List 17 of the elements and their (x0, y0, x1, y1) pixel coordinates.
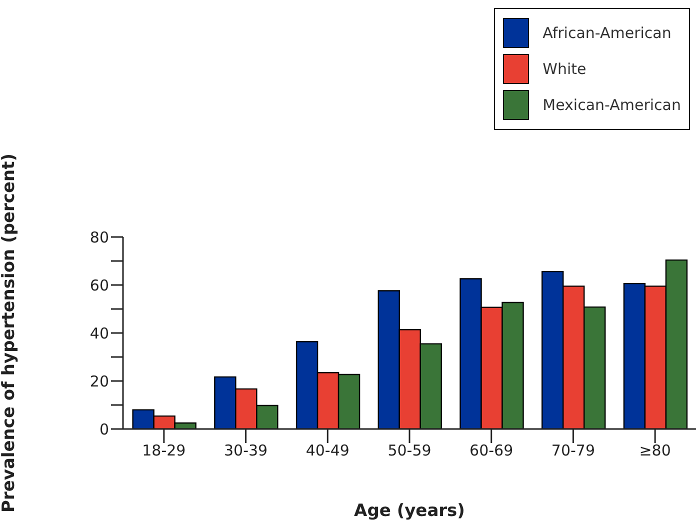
x-tick-label: 40-49 (306, 442, 350, 460)
x-tick-label: 70-79 (551, 442, 596, 460)
y-tick-label: 40 (90, 324, 109, 342)
y-tick-label: 0 (99, 420, 109, 438)
legend-label: African-American (542, 24, 672, 42)
y-tick-label: 80 (90, 228, 109, 246)
x-tick-label: 18-29 (142, 442, 186, 460)
x-tick-label: 60-69 (470, 442, 514, 460)
x-tick-label: ≥80 (639, 442, 671, 460)
x-tick-label: 50-59 (388, 442, 432, 460)
y-tick-label: 60 (90, 276, 109, 294)
y-axis-title: Prevalence of hypertension (percent) (0, 153, 20, 513)
x-axis-title: Age (years) (354, 501, 465, 521)
legend-label: Mexican-American (542, 96, 681, 114)
legend-label: White (542, 60, 586, 78)
y-tick-label: 20 (90, 372, 109, 390)
x-tick-label: 30-39 (224, 442, 268, 460)
